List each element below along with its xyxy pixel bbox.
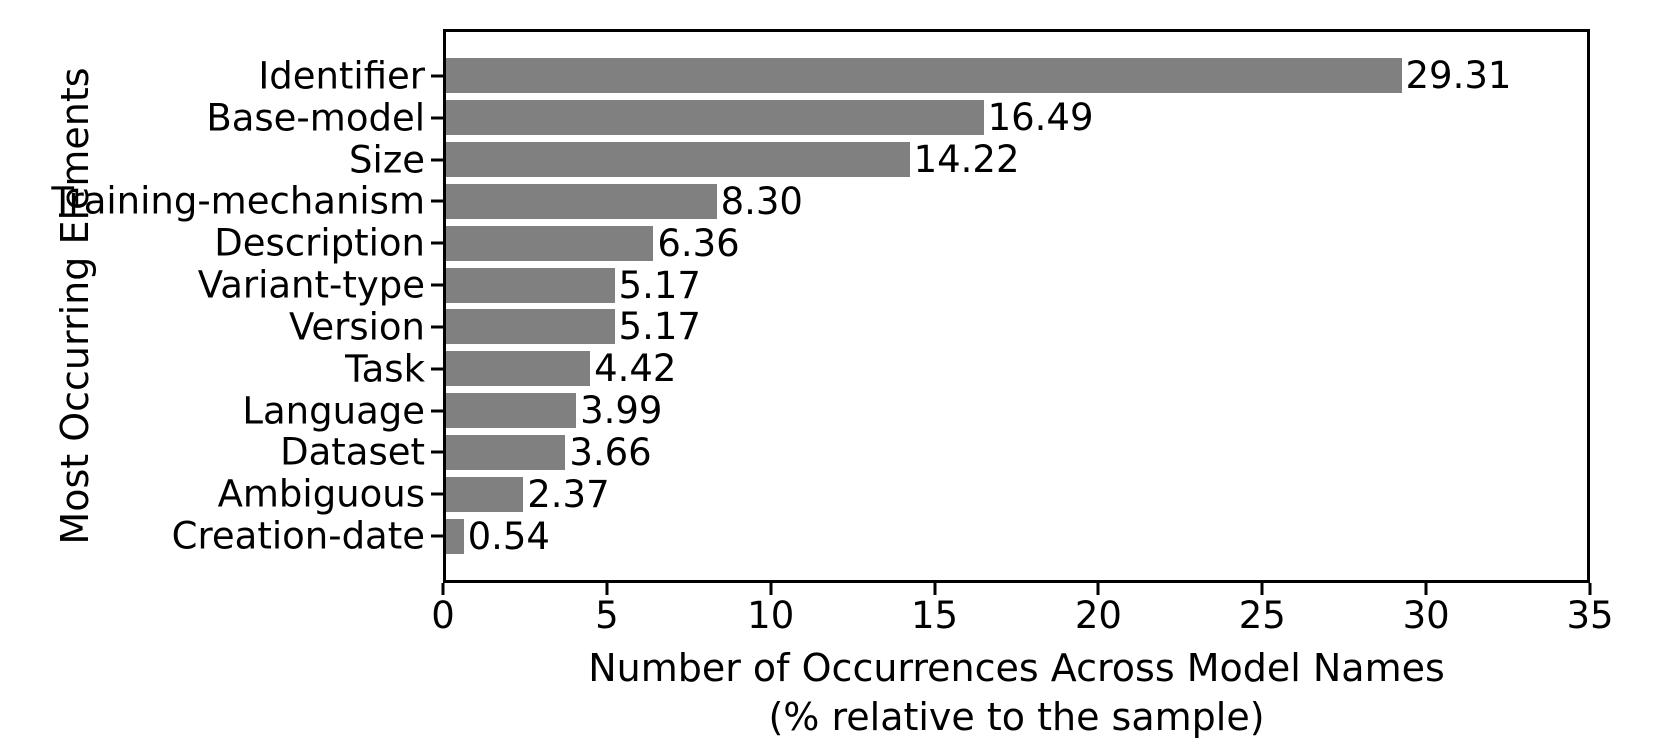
category-label: Size bbox=[349, 138, 425, 182]
bar bbox=[446, 476, 524, 512]
category-label: Dataset bbox=[280, 430, 425, 474]
x-tick-mark bbox=[441, 583, 445, 595]
category-label: Creation-date bbox=[171, 514, 425, 558]
category-label: Variant-type bbox=[197, 263, 425, 307]
y-tick-mark bbox=[431, 534, 444, 538]
bar bbox=[446, 434, 566, 470]
bar-row: Dataset 3.66 bbox=[280, 430, 1587, 474]
value-label: 4.42 bbox=[594, 347, 677, 391]
bar bbox=[446, 309, 615, 345]
x-axis-label-line2: (% relative to the sample) bbox=[768, 694, 1265, 739]
x-axis-label: Number of Occurrences Across Model Names… bbox=[443, 644, 1590, 741]
bar-row: Size 14.22 bbox=[349, 138, 1587, 182]
x-tick-mark bbox=[1260, 583, 1264, 595]
y-tick-mark bbox=[431, 74, 444, 78]
bar-row: Creation-date 0.54 bbox=[172, 514, 1587, 558]
x-tick-label: 20 bbox=[1074, 594, 1122, 637]
bar-row: Training-mechanism 8.30 bbox=[51, 179, 1587, 223]
x-tick-label: 5 bbox=[595, 594, 619, 637]
x-tick-label: 0 bbox=[431, 594, 455, 637]
y-tick-mark bbox=[431, 367, 444, 371]
value-label: 8.30 bbox=[720, 179, 803, 223]
category-label: Task bbox=[345, 347, 425, 391]
x-tick-label: 15 bbox=[911, 594, 959, 637]
x-tick-mark bbox=[1424, 583, 1428, 595]
y-tick-mark bbox=[431, 283, 444, 287]
x-tick-label: 30 bbox=[1402, 594, 1450, 637]
x-tick-mark bbox=[1588, 583, 1592, 595]
category-label: Description bbox=[214, 221, 425, 265]
bar-row: Variant-type 5.17 bbox=[198, 263, 1587, 307]
y-tick-mark bbox=[431, 241, 444, 245]
y-tick-mark bbox=[431, 325, 444, 329]
value-label: 16.49 bbox=[987, 96, 1094, 140]
x-tick-mark bbox=[605, 583, 609, 595]
value-label: 3.99 bbox=[580, 389, 663, 433]
value-label: 14.22 bbox=[913, 138, 1020, 182]
value-label: 29.31 bbox=[1405, 54, 1512, 98]
value-label: 6.36 bbox=[657, 221, 740, 265]
y-tick-mark bbox=[431, 199, 444, 203]
value-label: 5.17 bbox=[618, 263, 701, 307]
bar-row: Identifier 29.31 bbox=[258, 54, 1587, 98]
bar-row: Task 4.42 bbox=[345, 347, 1587, 391]
y-tick-mark bbox=[431, 409, 444, 413]
x-tick-mark bbox=[769, 583, 773, 595]
plot-area: Identifier 29.31 Base-model 16.49 Size 14.22 T… bbox=[51, 29, 1590, 583]
category-label: Ambiguous bbox=[217, 472, 425, 516]
value-label: 0.54 bbox=[467, 514, 550, 558]
y-axis-label: Most Occurring Elements bbox=[53, 67, 97, 545]
x-tick-label: 25 bbox=[1238, 594, 1286, 637]
x-tick-label: 10 bbox=[747, 594, 795, 637]
bar bbox=[446, 351, 591, 387]
value-label: 2.37 bbox=[527, 472, 610, 516]
category-label: Language bbox=[242, 389, 425, 433]
bar bbox=[446, 518, 464, 554]
bar-row: Version 5.17 bbox=[289, 305, 1587, 349]
bar bbox=[446, 183, 717, 219]
bar bbox=[446, 393, 577, 429]
x-axis-label-line1: Number of Occurrences Across Model Names bbox=[588, 646, 1445, 690]
value-label: 5.17 bbox=[618, 305, 701, 349]
category-label: Base-model bbox=[206, 96, 425, 140]
bars-container: Identifier 29.31 Base-model 16.49 Size 14.22 T… bbox=[51, 32, 1587, 580]
bar bbox=[446, 142, 910, 178]
x-axis-ticks: 0 5 10 15 20 25 30 35 bbox=[431, 583, 1614, 647]
x-tick-mark bbox=[1096, 583, 1100, 595]
y-tick-mark bbox=[431, 450, 444, 454]
bar bbox=[446, 100, 984, 136]
x-tick-mark bbox=[933, 583, 937, 595]
x-tick-label: 35 bbox=[1566, 594, 1614, 637]
y-tick-mark bbox=[431, 158, 444, 162]
value-label: 3.66 bbox=[569, 430, 652, 474]
bar-row: Base-model 16.49 bbox=[206, 96, 1587, 140]
y-tick-mark bbox=[431, 492, 444, 496]
bar-row: Ambiguous 2.37 bbox=[218, 472, 1587, 516]
bar-row: Description 6.36 bbox=[214, 221, 1587, 265]
category-label: Training-mechanism bbox=[51, 179, 425, 223]
y-tick-mark bbox=[431, 116, 444, 120]
category-label: Version bbox=[288, 305, 425, 349]
category-label: Identifier bbox=[258, 54, 425, 98]
bar bbox=[446, 225, 654, 261]
bar bbox=[446, 58, 1402, 94]
bar-row: Language 3.99 bbox=[242, 389, 1587, 433]
bar bbox=[446, 267, 615, 303]
